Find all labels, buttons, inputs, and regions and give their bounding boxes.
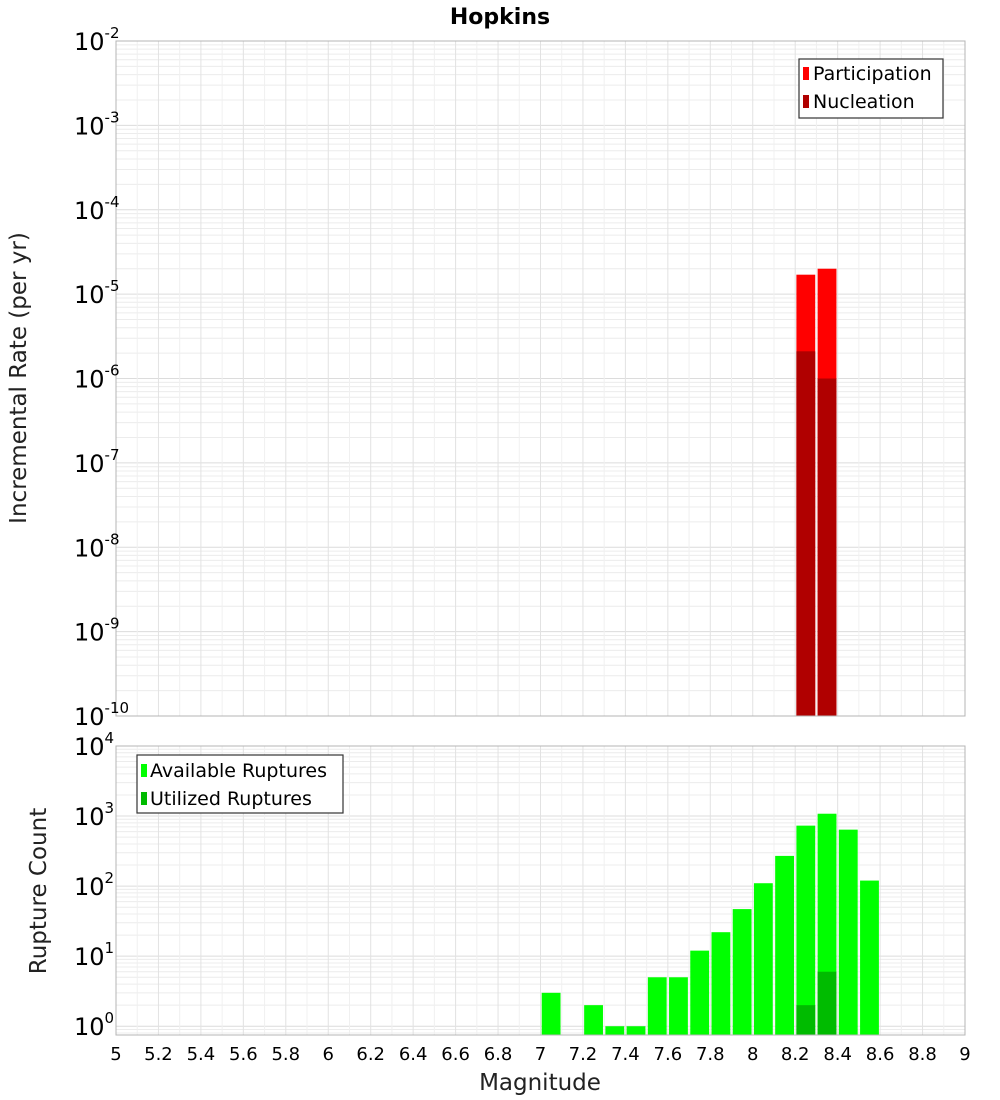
x-tick-label: 7.8 <box>696 1044 725 1065</box>
top-plot-frame <box>115 40 966 717</box>
bottom-bar-available-ruptures <box>669 977 688 1035</box>
top-bars <box>796 268 837 716</box>
bottom-bar-available-ruptures <box>541 992 561 1035</box>
bottom-bar-available-ruptures <box>690 950 710 1035</box>
top-y-tick-label: 10-8 <box>74 530 120 562</box>
legend-swatch-utilized <box>141 792 147 805</box>
bottom-bar-available-ruptures <box>753 883 773 1035</box>
x-tick-label: 8.6 <box>866 1044 895 1065</box>
top-y-tick-label: 10-9 <box>74 615 120 647</box>
bottom-bar-available-ruptures <box>775 855 794 1035</box>
bottom-bar-available-ruptures <box>711 932 731 1035</box>
bottom-y-tick-label: 103 <box>74 799 114 831</box>
top-legend-box <box>798 58 944 119</box>
bottom-bar-available-ruptures <box>796 825 816 1035</box>
x-tick-label: 5.2 <box>144 1044 173 1065</box>
x-tick-label: 5.4 <box>187 1044 216 1065</box>
bottom-y-axis-label: Rupture Count <box>26 808 52 974</box>
bottom-bar-available-ruptures <box>860 880 879 1035</box>
top-y-tick-label: 10-10 <box>74 699 129 731</box>
top-y-tick-label: 10-7 <box>74 446 120 478</box>
x-tick-label: 6.2 <box>356 1044 385 1065</box>
x-tick-label: 8 <box>747 1044 758 1065</box>
bottom-legend-box <box>136 754 344 814</box>
bottom-bar-available-ruptures <box>732 909 752 1035</box>
x-axis-label: Magnitude <box>479 1070 601 1096</box>
top-y-tick-label: 10-2 <box>74 24 120 56</box>
x-tick-label: 9 <box>959 1044 970 1065</box>
x-tick-label: 8.8 <box>908 1044 937 1065</box>
bottom-bar-available-ruptures <box>647 977 667 1035</box>
top-y-tick-label: 10-3 <box>74 108 120 140</box>
top-y-axis-label: Incremental Rate (per yr) <box>6 232 32 524</box>
x-tick-label: 5.8 <box>271 1044 300 1065</box>
bottom-bar-available-ruptures <box>605 1026 625 1035</box>
top-legend: Participation Nucleation <box>798 58 944 119</box>
chart-title: Hopkins <box>450 5 550 30</box>
x-tick-label: 7.2 <box>569 1044 598 1065</box>
bottom-bar-available-ruptures <box>626 1026 646 1035</box>
legend-participation: Participation <box>813 63 932 85</box>
x-tick-label: 6.6 <box>441 1044 470 1065</box>
top-gridlines <box>115 41 966 717</box>
legend-swatch-available <box>141 764 147 777</box>
top-y-tick-labels: 10-10 10-9 10-8 10-7 10-6 10-5 10-4 10-3 10-2 <box>74 24 129 731</box>
x-tick-label: 6.8 <box>484 1044 513 1065</box>
x-tick-label: 5.6 <box>229 1044 258 1065</box>
x-tick-label: 8.4 <box>823 1044 852 1065</box>
bottom-bar-utilized-ruptures <box>817 971 837 1035</box>
bottom-y-tick-label: 100 <box>74 1009 114 1041</box>
bottom-bar-utilized-ruptures <box>796 1005 816 1035</box>
x-tick-labels: 5 5.2 5.4 5.6 5.8 6 6.2 6.4 6.6 6.8 7 7.2 7.4 7.6 7.8 8… <box>110 1044 970 1065</box>
bottom-bar-available-ruptures <box>584 1005 603 1035</box>
top-bar-nucleation <box>817 378 837 716</box>
bottom-plot-frame <box>115 745 966 1036</box>
x-tick-label: 7.4 <box>611 1044 640 1065</box>
bottom-y-tick-label: 102 <box>74 869 114 901</box>
bottom-y-tick-labels: 100 101 102 103 104 <box>74 729 114 1041</box>
legend-utilized-ruptures: Utilized Ruptures <box>150 788 312 810</box>
x-tick-label: 7 <box>535 1044 546 1065</box>
x-tick-label: 5 <box>110 1044 121 1065</box>
x-tick-label: 6 <box>323 1044 334 1065</box>
bottom-legend: Available Ruptures Utilized Ruptures <box>136 754 344 814</box>
top-y-tick-label: 10-6 <box>74 362 120 394</box>
legend-swatch-participation <box>803 67 809 80</box>
top-y-tick-label: 10-4 <box>74 193 120 225</box>
bottom-gridlines <box>115 746 966 1035</box>
legend-nucleation: Nucleation <box>813 91 915 113</box>
bottom-bars <box>541 813 879 1035</box>
x-tick-label: 7.6 <box>654 1044 683 1065</box>
x-tick-label: 8.2 <box>781 1044 810 1065</box>
bottom-y-tick-label: 101 <box>74 939 114 971</box>
legend-swatch-nucleation <box>803 95 809 108</box>
bottom-y-tick-label: 104 <box>74 729 114 761</box>
bottom-bar-available-ruptures <box>838 829 858 1035</box>
top-y-tick-label: 10-5 <box>74 277 120 309</box>
legend-available-ruptures: Available Ruptures <box>150 760 327 782</box>
x-tick-label: 6.4 <box>399 1044 428 1065</box>
top-bar-nucleation <box>796 351 816 716</box>
